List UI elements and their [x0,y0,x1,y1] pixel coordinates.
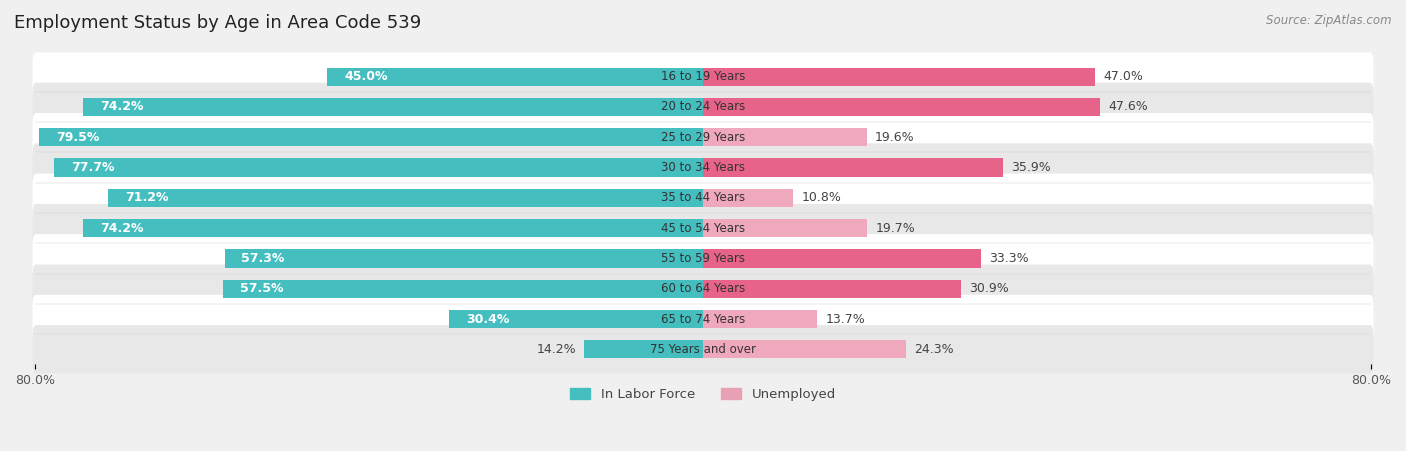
Text: 25 to 29 Years: 25 to 29 Years [661,131,745,144]
Text: 19.7%: 19.7% [876,221,915,235]
Text: 45.0%: 45.0% [344,70,388,83]
Bar [108,189,703,207]
Text: 24.3%: 24.3% [914,343,953,356]
FancyBboxPatch shape [32,83,1374,131]
Text: 74.2%: 74.2% [100,221,143,235]
FancyBboxPatch shape [32,264,1374,313]
Bar [39,128,703,146]
Text: 10.8%: 10.8% [801,191,841,204]
Text: 16 to 19 Years: 16 to 19 Years [661,70,745,83]
Text: 35.9%: 35.9% [1011,161,1050,174]
Bar [703,249,981,267]
Bar [703,68,1095,86]
Text: 30.9%: 30.9% [969,282,1010,295]
Text: 13.7%: 13.7% [825,313,866,326]
Bar [449,310,703,328]
Bar [703,340,905,359]
Bar [703,158,1002,177]
Text: 14.2%: 14.2% [537,343,576,356]
Text: 77.7%: 77.7% [70,161,114,174]
Text: 35 to 44 Years: 35 to 44 Years [661,191,745,204]
Text: 47.0%: 47.0% [1104,70,1143,83]
Bar [703,219,868,237]
Text: Employment Status by Age in Area Code 539: Employment Status by Age in Area Code 53… [14,14,422,32]
FancyBboxPatch shape [32,143,1374,192]
Text: Source: ZipAtlas.com: Source: ZipAtlas.com [1267,14,1392,27]
Text: 71.2%: 71.2% [125,191,169,204]
Text: 20 to 24 Years: 20 to 24 Years [661,101,745,114]
Text: 79.5%: 79.5% [56,131,100,144]
Bar [703,128,866,146]
Bar [55,158,703,177]
Text: 30 to 34 Years: 30 to 34 Years [661,161,745,174]
Bar [703,98,1101,116]
Text: 75 Years and over: 75 Years and over [650,343,756,356]
FancyBboxPatch shape [32,113,1374,161]
FancyBboxPatch shape [32,174,1374,222]
FancyBboxPatch shape [32,204,1374,253]
FancyBboxPatch shape [32,295,1374,343]
FancyBboxPatch shape [32,52,1374,101]
Text: 19.6%: 19.6% [875,131,915,144]
Text: 57.5%: 57.5% [239,282,283,295]
Bar [83,98,703,116]
Text: 55 to 59 Years: 55 to 59 Years [661,252,745,265]
Bar [585,340,703,359]
Text: 65 to 74 Years: 65 to 74 Years [661,313,745,326]
Bar [703,189,793,207]
FancyBboxPatch shape [32,325,1374,373]
Text: 30.4%: 30.4% [465,313,509,326]
Bar [224,280,703,298]
Text: 74.2%: 74.2% [100,101,143,114]
Text: 45 to 54 Years: 45 to 54 Years [661,221,745,235]
Text: 57.3%: 57.3% [242,252,284,265]
Bar [328,68,703,86]
Text: 60 to 64 Years: 60 to 64 Years [661,282,745,295]
Legend: In Labor Force, Unemployed: In Labor Force, Unemployed [565,383,841,406]
FancyBboxPatch shape [32,234,1374,283]
Bar [225,249,703,267]
Text: 47.6%: 47.6% [1109,101,1149,114]
Text: 33.3%: 33.3% [990,252,1029,265]
Bar [83,219,703,237]
Bar [703,310,817,328]
Bar [703,280,962,298]
